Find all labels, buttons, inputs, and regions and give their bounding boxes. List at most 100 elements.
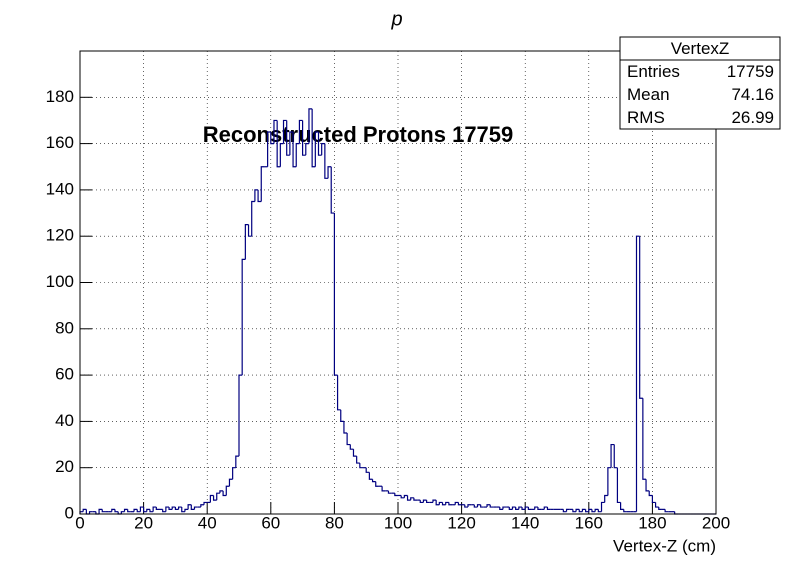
histogram-bin xyxy=(222,490,227,497)
histogram-bin xyxy=(232,467,236,480)
histogram-bin xyxy=(400,495,405,499)
x-tick-label: 160 xyxy=(575,513,603,532)
histogram-bin xyxy=(120,511,125,514)
histogram-bin xyxy=(521,507,526,510)
x-tick-label: 180 xyxy=(638,513,666,532)
histogram-bin xyxy=(610,443,615,468)
histogram-bin xyxy=(286,120,290,156)
annotation: Reconstructed Protons 17759 xyxy=(203,122,514,147)
histogram-bin xyxy=(190,504,195,510)
histogram-bin xyxy=(270,132,274,145)
histogram-bin xyxy=(600,501,605,512)
histogram-bin xyxy=(581,508,586,512)
histogram-bin xyxy=(146,508,150,512)
histogram-bin xyxy=(371,479,376,483)
x-tick-label: 40 xyxy=(198,513,217,532)
histogram-bin xyxy=(588,508,592,512)
histogram-bin xyxy=(518,506,523,510)
histogram-bin xyxy=(200,504,205,508)
histogram-bin xyxy=(623,509,627,513)
histogram-bin xyxy=(346,432,351,446)
histogram-bin xyxy=(639,236,643,399)
y-tick-label: 0 xyxy=(65,503,74,522)
histogram-bin xyxy=(435,500,440,506)
histogram-bin xyxy=(572,509,577,513)
x-tick-label: 140 xyxy=(511,513,539,532)
histogram-bin xyxy=(139,506,144,512)
histogram-bin xyxy=(562,509,567,513)
histogram-bin xyxy=(308,108,313,144)
histogram-bin xyxy=(251,200,255,237)
histogram-bin xyxy=(267,131,271,167)
y-tick-label: 80 xyxy=(55,318,74,337)
histogram-bin xyxy=(282,119,287,144)
histogram-bin xyxy=(260,166,265,202)
histogram-bin xyxy=(302,120,306,156)
histogram-bin xyxy=(298,119,303,144)
histogram-bin xyxy=(321,143,325,156)
histogram-bin xyxy=(616,467,621,504)
histogram-bin xyxy=(343,421,348,434)
histogram-bin xyxy=(648,490,653,497)
histogram-bin xyxy=(413,497,418,501)
histogram-bin xyxy=(591,509,596,513)
histogram-bin xyxy=(664,509,669,513)
histogram-bin xyxy=(333,213,338,376)
histogram-bin xyxy=(127,509,131,513)
histogram-bin xyxy=(184,508,189,512)
plot-frame xyxy=(79,50,717,515)
y-tick-label: 60 xyxy=(55,365,74,384)
histogram-bin xyxy=(152,506,157,512)
histogram-bin xyxy=(597,509,602,513)
histogram-bin xyxy=(171,506,176,510)
histogram-bin xyxy=(365,467,370,473)
histogram-bin xyxy=(381,486,386,492)
histogram-bin xyxy=(645,479,650,492)
histogram-bin xyxy=(254,189,259,202)
histogram-bin xyxy=(607,467,612,496)
histogram-bin xyxy=(314,131,319,167)
histogram-bin xyxy=(311,108,316,168)
x-tick-label: 80 xyxy=(325,513,344,532)
histogram-bin xyxy=(203,501,208,505)
histogram-bin xyxy=(524,506,529,510)
histogram-bin xyxy=(238,374,243,457)
histogram-bin xyxy=(225,485,230,496)
histogram-bin xyxy=(410,497,414,501)
histogram-bin xyxy=(177,506,182,510)
histogram-bin xyxy=(162,509,166,513)
histogram-bin xyxy=(123,508,128,512)
histogram-bin xyxy=(511,506,516,510)
histogram-bin xyxy=(279,143,284,167)
x-tick-label: 100 xyxy=(384,513,412,532)
histogram-bin xyxy=(422,499,427,503)
histogram-bin xyxy=(356,456,360,464)
y-tick-label: 160 xyxy=(46,133,74,152)
histogram-bin xyxy=(375,481,379,487)
histogram-bin xyxy=(324,143,329,179)
histogram-bin xyxy=(219,490,224,494)
histogram-bin xyxy=(502,506,507,510)
histogram-bin xyxy=(445,501,449,505)
histogram-bin xyxy=(543,506,548,510)
y-tick-label: 100 xyxy=(46,272,74,291)
stats-title: VertexZ xyxy=(671,39,730,58)
histogram-bin xyxy=(368,472,373,480)
histogram-bin xyxy=(635,235,640,512)
histogram-bin xyxy=(235,455,239,468)
histogram-bin xyxy=(295,143,300,167)
y-tick-label: 180 xyxy=(46,87,74,106)
histogram-bin xyxy=(98,508,103,514)
histogram-bin xyxy=(467,504,472,508)
histogram-bin xyxy=(257,189,262,203)
histogram-bin xyxy=(327,166,332,179)
y-tick-label: 40 xyxy=(55,411,74,430)
histogram-bin xyxy=(292,132,297,168)
histogram-bin xyxy=(88,511,93,514)
histogram-bin xyxy=(212,495,217,501)
stats-value: 26.99 xyxy=(731,108,774,127)
chart-title: p xyxy=(390,8,402,30)
histogram-bin xyxy=(499,507,503,510)
histogram-bin xyxy=(359,463,364,469)
